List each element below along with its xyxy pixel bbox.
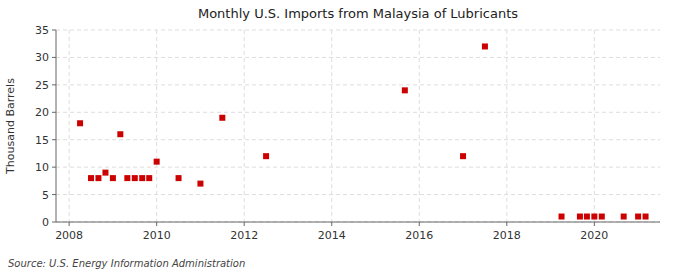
grid-line-y xyxy=(56,167,660,168)
point xyxy=(154,159,160,165)
point xyxy=(146,175,152,181)
x-tick-label: 2014 xyxy=(318,229,346,242)
x-tick xyxy=(331,222,332,226)
point xyxy=(197,181,203,187)
x-tick-label: 2016 xyxy=(405,229,433,242)
y-tick xyxy=(52,222,56,223)
grid-line-y xyxy=(56,139,660,140)
grid-line-y xyxy=(56,84,660,85)
x-tick xyxy=(69,222,70,226)
point xyxy=(263,153,269,159)
grid xyxy=(56,30,660,222)
x-tick xyxy=(419,222,420,226)
y-axis-line xyxy=(56,30,57,222)
title: Monthly U.S. Imports from Malaysia of Lu… xyxy=(198,6,518,21)
point xyxy=(102,170,108,176)
y-tick-label: 5 xyxy=(42,189,49,202)
point xyxy=(110,175,116,181)
source-note: Source: U.S. Energy Information Administ… xyxy=(8,258,245,269)
point xyxy=(591,214,597,220)
grid-line-y xyxy=(56,57,660,58)
y-tick-label: 25 xyxy=(35,79,49,92)
y-tick xyxy=(52,167,56,168)
x-axis-line xyxy=(56,222,660,223)
y-tick-label: 15 xyxy=(35,134,49,147)
point xyxy=(635,214,641,220)
chart: 0 5 10 15 20 25 30 35 2008 2010 2012 2014 2016 2018 20… xyxy=(0,0,675,275)
x-tick-label: 2010 xyxy=(143,229,171,242)
x-tick-label: 2018 xyxy=(493,229,521,242)
point xyxy=(176,175,182,181)
point xyxy=(219,115,225,121)
point xyxy=(621,214,627,220)
y-tick xyxy=(52,112,56,113)
point xyxy=(577,214,583,220)
grid-line-x xyxy=(156,30,157,222)
point xyxy=(139,175,145,181)
x-tick xyxy=(244,222,245,226)
point xyxy=(88,175,94,181)
y-tick-label: 10 xyxy=(35,161,49,174)
point xyxy=(117,131,123,137)
y-tick xyxy=(52,57,56,58)
point xyxy=(482,43,488,49)
point xyxy=(599,214,605,220)
x-tick-label: 2008 xyxy=(55,229,83,242)
y-tick-label: 0 xyxy=(42,216,49,229)
point xyxy=(559,214,565,220)
y-tick-label: 35 xyxy=(35,24,49,37)
x-tick xyxy=(506,222,507,226)
y-axis-label: Thousand Barrels xyxy=(4,78,17,175)
y-tick xyxy=(52,139,56,140)
y-tick xyxy=(52,194,56,195)
grid-line-y xyxy=(56,222,660,223)
grid-line-x xyxy=(331,30,332,222)
y-tick xyxy=(52,84,56,85)
grid-line-x xyxy=(419,30,420,222)
x-tick-label: 2020 xyxy=(580,229,608,242)
point xyxy=(584,214,590,220)
point xyxy=(77,120,83,126)
grid-line-y xyxy=(56,194,660,195)
grid-line-x xyxy=(594,30,595,222)
point xyxy=(95,175,101,181)
grid-line-x xyxy=(69,30,70,222)
x-tick-label: 2012 xyxy=(230,229,258,242)
y-tick xyxy=(52,30,56,31)
point xyxy=(402,87,408,93)
points xyxy=(77,43,648,219)
grid-line-y xyxy=(56,112,660,113)
grid-line-y xyxy=(56,30,660,31)
point xyxy=(132,175,138,181)
y-tick-label: 20 xyxy=(35,106,49,119)
x-tick xyxy=(156,222,157,226)
point xyxy=(460,153,466,159)
grid-line-x xyxy=(244,30,245,222)
x-tick xyxy=(594,222,595,226)
grid-line-x xyxy=(506,30,507,222)
point xyxy=(643,214,649,220)
point xyxy=(124,175,130,181)
y-tick-label: 30 xyxy=(35,51,49,64)
